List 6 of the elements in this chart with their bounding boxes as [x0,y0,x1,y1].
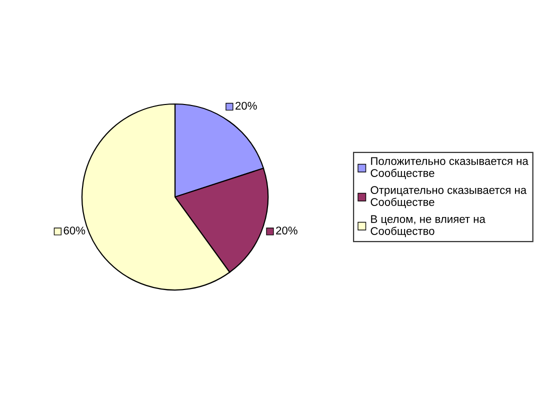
legend-label: В целом, не влияет на Сообщество [370,215,486,238]
legend-label: Положительно сказывается на Сообществе [370,157,528,180]
data-label: 20% [276,226,298,234]
data-label: 60% [64,226,86,234]
legend-label: Отрицательно сказывается на Сообществе [370,186,527,208]
data-label: 20% [236,102,257,110]
